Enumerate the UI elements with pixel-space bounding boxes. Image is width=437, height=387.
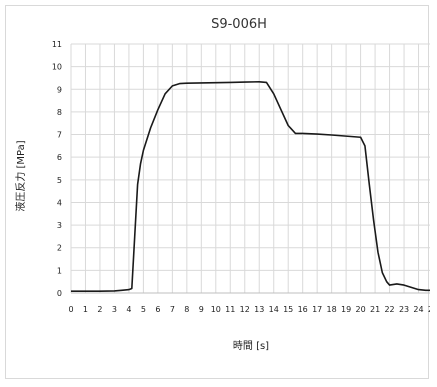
x-tick-label: 17 bbox=[312, 305, 322, 314]
y-axis-title: 液圧反力 [MPa] bbox=[14, 140, 27, 211]
x-tick-label: 1 bbox=[83, 305, 88, 314]
y-tick-label: 2 bbox=[57, 244, 62, 253]
x-tick-label: 25 bbox=[428, 305, 430, 314]
y-tick-label: 4 bbox=[57, 198, 62, 207]
x-tick-label: 9 bbox=[199, 305, 204, 314]
y-tick-label: 6 bbox=[57, 153, 62, 162]
x-tick-label: 13 bbox=[254, 305, 264, 314]
series-layer bbox=[71, 81, 430, 292]
x-tick-label: 21 bbox=[370, 305, 380, 314]
x-tick-label: 15 bbox=[283, 305, 293, 314]
x-tick-label: 10 bbox=[211, 305, 221, 314]
x-tick-label: 11 bbox=[225, 305, 235, 314]
x-tick-label: 24 bbox=[413, 305, 423, 314]
x-tick-label: 2 bbox=[97, 305, 102, 314]
y-tick-label: 3 bbox=[57, 221, 62, 230]
series-line bbox=[71, 81, 430, 292]
x-tick-label: 23 bbox=[399, 305, 409, 314]
x-tick-label: 14 bbox=[269, 305, 279, 314]
x-tick-label: 18 bbox=[327, 305, 337, 314]
x-tick-label: 6 bbox=[155, 305, 160, 314]
x-tick-label: 16 bbox=[298, 305, 308, 314]
y-tick-label: 8 bbox=[57, 108, 62, 117]
y-tick-label: 5 bbox=[57, 176, 62, 185]
x-tick-label: 3 bbox=[112, 305, 117, 314]
x-tick-label: 22 bbox=[384, 305, 394, 314]
y-tick-label: 7 bbox=[57, 131, 62, 140]
x-tick-label: 4 bbox=[126, 305, 131, 314]
x-axis-title: 時間 [s] bbox=[233, 340, 269, 352]
y-tick-label: 9 bbox=[57, 85, 62, 94]
grid-layer bbox=[70, 43, 430, 294]
chart-title: S9-006H bbox=[211, 17, 267, 32]
x-tick-label: 0 bbox=[68, 305, 73, 314]
y-tick-label: 1 bbox=[57, 266, 62, 275]
x-tick-label: 8 bbox=[184, 305, 189, 314]
x-tick-label: 5 bbox=[141, 305, 146, 314]
chart-frame: S9-006H 0 1 2 3 4 5 6 7 8 9 10 11 0 1 2 3 4 5 6 7 8 9 10 11 12 13… bbox=[5, 5, 430, 379]
y-tick-label: 10 bbox=[52, 63, 62, 72]
x-tick-label: 12 bbox=[240, 305, 250, 314]
y-tick-label: 11 bbox=[52, 40, 62, 49]
x-tick-label: 7 bbox=[170, 305, 175, 314]
y-tick-label: 0 bbox=[57, 289, 62, 298]
x-tick-label: 19 bbox=[341, 305, 351, 314]
x-tick-label: 20 bbox=[356, 305, 366, 314]
